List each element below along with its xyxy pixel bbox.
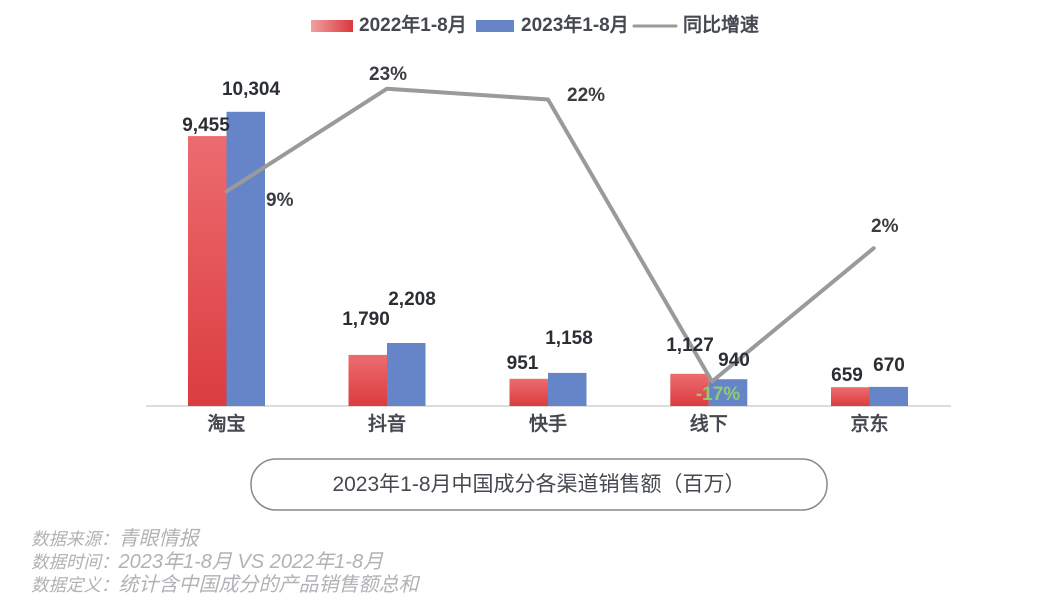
svg-text:线下: 线下 (690, 412, 728, 435)
svg-text:23%: 23% (369, 64, 407, 85)
svg-text:670: 670 (873, 355, 905, 376)
svg-text:659: 659 (831, 365, 863, 386)
svg-text:1,127: 1,127 (666, 335, 714, 356)
svg-text:-17%: -17% (696, 384, 740, 405)
svg-text:抖音: 抖音 (368, 412, 406, 435)
svg-text:2022年1-8月: 2022年1-8月 (359, 13, 467, 36)
svg-text:10,304: 10,304 (222, 79, 281, 100)
svg-text:同比增速: 同比增速 (683, 13, 759, 36)
svg-text:951: 951 (507, 353, 539, 374)
svg-text:940: 940 (718, 350, 750, 371)
svg-text:京东: 京东 (850, 412, 888, 435)
svg-text:22%: 22% (567, 85, 605, 106)
svg-text:数据来源：青眼情报: 数据来源：青眼情报 (31, 528, 200, 550)
svg-text:1,790: 1,790 (342, 309, 390, 330)
svg-text:淘宝: 淘宝 (207, 412, 245, 435)
svg-text:9,455: 9,455 (182, 115, 230, 136)
svg-text:数据时间：2023年1-8月 VS 2022年1-8月: 数据时间：2023年1-8月 VS 2022年1-8月 (31, 551, 384, 573)
svg-text:数据定义：统计含中国成分的产品销售额总和: 数据定义：统计含中国成分的产品销售额总和 (31, 574, 420, 596)
svg-text:1,158: 1,158 (545, 328, 593, 349)
svg-text:2%: 2% (871, 216, 899, 237)
svg-text:2023年1-8月: 2023年1-8月 (521, 13, 629, 36)
svg-text:快手: 快手 (529, 412, 567, 435)
svg-text:2,208: 2,208 (388, 289, 436, 310)
svg-text:9%: 9% (266, 190, 294, 211)
svg-text:2023年1-8月中国成分各渠道销售额（百万）: 2023年1-8月中国成分各渠道销售额（百万） (332, 473, 745, 496)
